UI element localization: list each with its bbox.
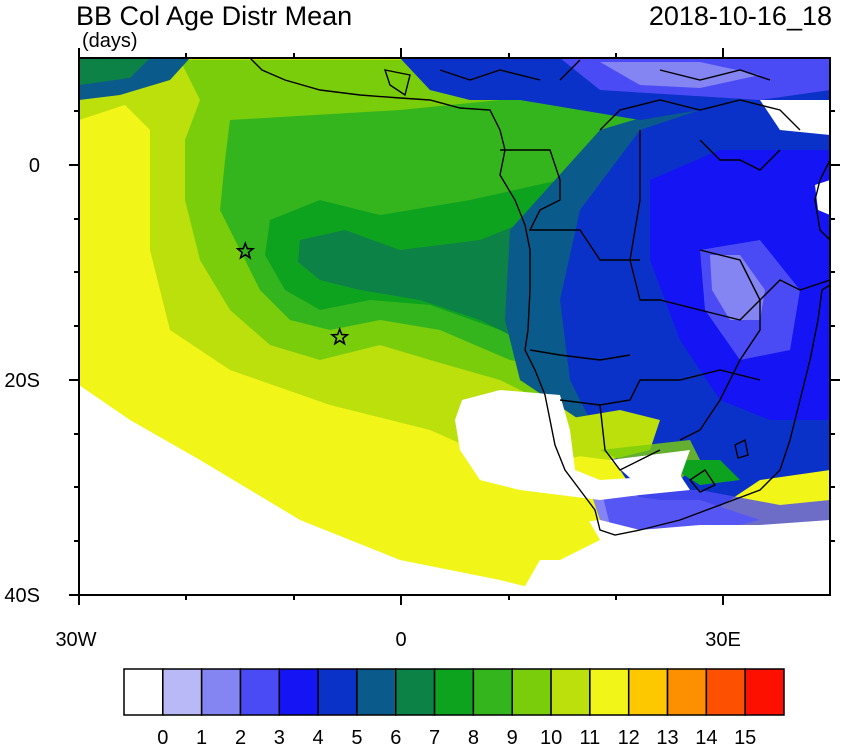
colorbar-swatch bbox=[278, 668, 319, 716]
colorbar-swatch bbox=[395, 668, 436, 716]
colorbar-label: 5 bbox=[351, 727, 363, 749]
colorbar-swatch bbox=[162, 668, 203, 716]
colorbar-swatch bbox=[511, 668, 552, 716]
lat-label-40s: 40S bbox=[4, 585, 40, 607]
age-field bbox=[79, 58, 830, 595]
colorbar-label: 4 bbox=[312, 727, 324, 749]
colorbar-label: 14 bbox=[695, 727, 718, 749]
colorbar-label: 0 bbox=[157, 727, 169, 749]
colorbar-swatch bbox=[744, 668, 785, 716]
date-label: 2018-10-16_18 bbox=[648, 1, 832, 31]
colorbar-swatch bbox=[200, 668, 242, 716]
colorbar-swatch bbox=[550, 668, 591, 716]
lon-label-30w: 30W bbox=[55, 629, 97, 651]
map-title: BB Col Age Distr Mean bbox=[76, 1, 353, 31]
tick-marks bbox=[69, 48, 840, 605]
colorbar-label: 15 bbox=[734, 727, 757, 749]
units-label: (days) bbox=[82, 30, 138, 52]
colorbar-swatch bbox=[356, 668, 397, 716]
colorbar-label: 11 bbox=[579, 727, 601, 749]
lon-label-0: 0 bbox=[395, 629, 407, 651]
colorbar-label: 2 bbox=[234, 727, 247, 749]
colorbar-swatch bbox=[317, 668, 358, 716]
colorbar-swatch bbox=[627, 668, 669, 716]
colorbar-label: 7 bbox=[429, 727, 441, 749]
colorbar-swatch bbox=[123, 668, 164, 716]
colorbar-label: 3 bbox=[273, 727, 285, 749]
station-markers bbox=[235, 241, 350, 346]
star-marker-2 bbox=[329, 326, 350, 346]
colorbar-label: 13 bbox=[656, 727, 679, 749]
colorbar-label: 12 bbox=[617, 727, 640, 749]
colorbar-swatch bbox=[589, 668, 630, 716]
lat-label-0: 0 bbox=[28, 155, 40, 177]
colorbar-label: 8 bbox=[467, 727, 479, 749]
star-marker-1 bbox=[235, 241, 256, 260]
colorbar-label: 6 bbox=[390, 727, 402, 749]
colorbar-label: 10 bbox=[539, 727, 563, 749]
colorbar-swatch bbox=[666, 668, 708, 716]
colorbar-swatch bbox=[433, 668, 475, 716]
coastlines bbox=[249, 58, 830, 536]
colorbar-swatch bbox=[472, 668, 513, 716]
colorbar-swatch bbox=[239, 668, 281, 716]
lat-label-20s: 20S bbox=[4, 370, 40, 392]
lon-label-30e: 30E bbox=[705, 629, 741, 651]
colorbar-swatch bbox=[705, 668, 746, 716]
colorbar-label: 9 bbox=[506, 727, 518, 749]
colorbar-label: 1 bbox=[196, 727, 208, 749]
colorbar bbox=[123, 668, 785, 716]
